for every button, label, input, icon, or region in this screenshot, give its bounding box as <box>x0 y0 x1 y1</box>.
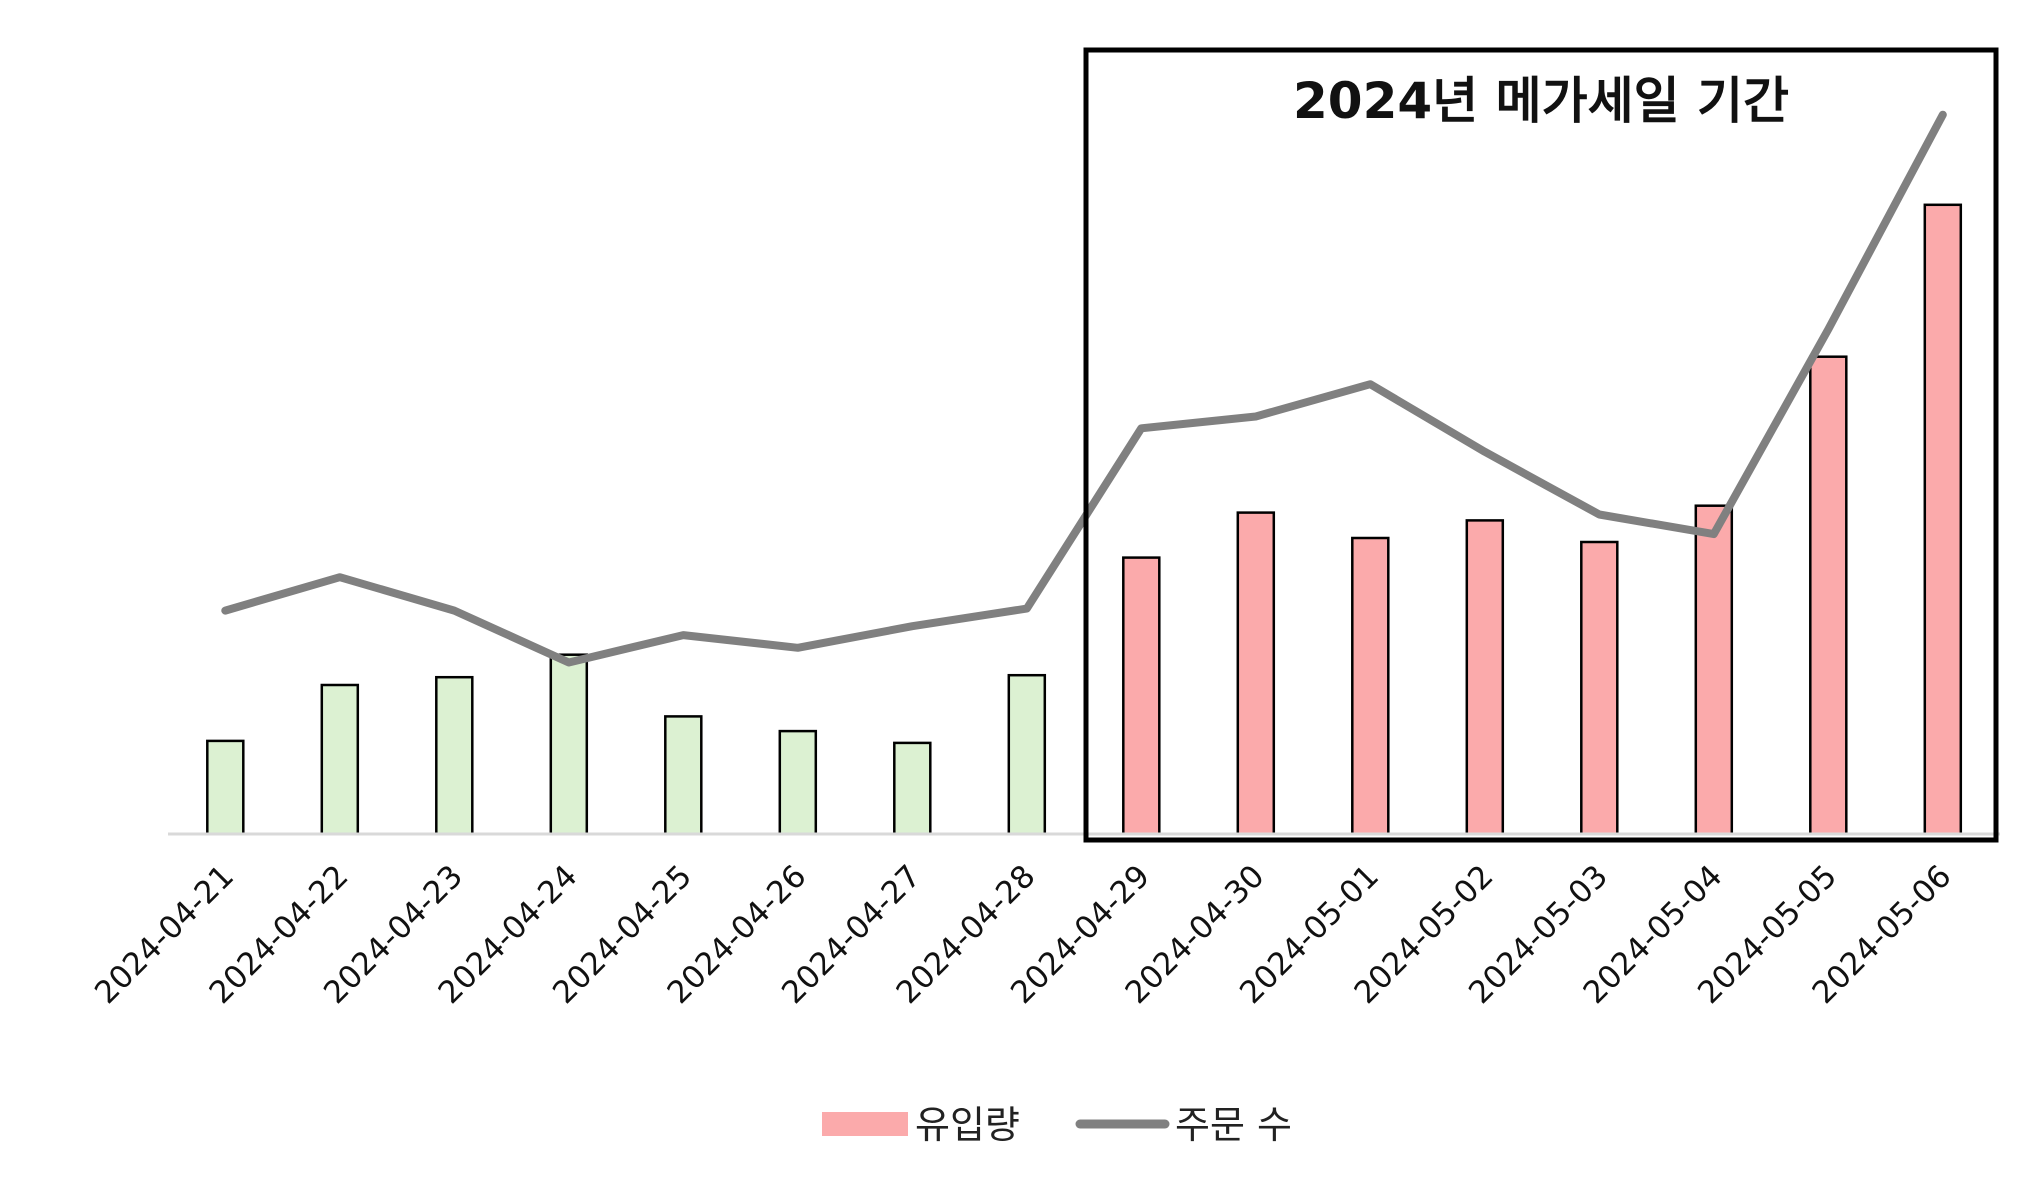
bars-layer <box>206 203 1963 836</box>
bar-2024-04-29 <box>1122 556 1161 836</box>
bar-2024-04-30 <box>1236 511 1276 836</box>
bar-2024-05-02 <box>1465 519 1505 836</box>
bar-2024-04-22 <box>320 683 360 836</box>
x-tick-labels: 2024-04-212024-04-222024-04-232024-04-24… <box>88 858 1958 1011</box>
bar-2024-04-28 <box>1007 673 1047 836</box>
bar-2024-05-01 <box>1351 536 1390 836</box>
sale-period-label: 2024년 메가세일 기간 <box>1293 72 1789 130</box>
bar-2024-05-05 <box>1809 355 1848 836</box>
bar-2024-04-26 <box>778 729 818 836</box>
bar-2024-04-27 <box>893 741 932 836</box>
legend-label-orders: 주문 수 <box>1175 1103 1292 1147</box>
bar-2024-05-03 <box>1580 540 1619 836</box>
legend: 유입량 주문 수 <box>822 1103 1292 1147</box>
legend-label-inflow: 유입량 <box>915 1103 1020 1147</box>
bar-2024-05-04 <box>1694 504 1734 836</box>
sale-period-box <box>1083 47 1999 843</box>
bar-2024-04-23 <box>435 675 474 836</box>
bar-2024-04-25 <box>664 715 703 836</box>
bar-2024-04-24 <box>549 653 589 836</box>
bar-2024-04-21 <box>206 739 245 836</box>
legend-swatch-inflow <box>822 1112 908 1136</box>
bar-2024-05-06 <box>1923 203 1963 836</box>
